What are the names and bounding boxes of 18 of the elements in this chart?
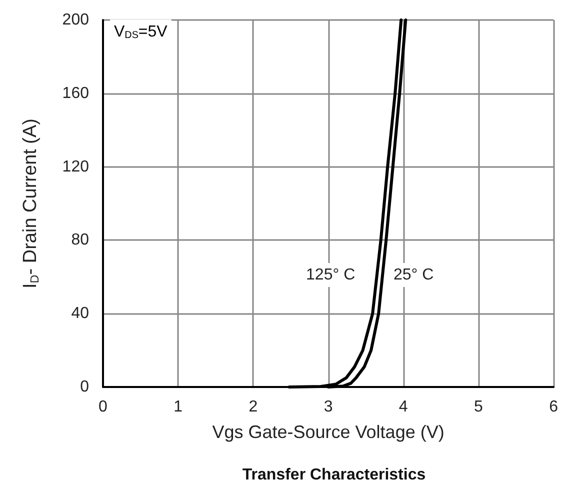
x-tick-label: 4 bbox=[398, 398, 408, 416]
y-tick-label: 40 bbox=[71, 305, 90, 322]
y-tick-label: 160 bbox=[62, 84, 90, 102]
y-tick-label: 80 bbox=[71, 232, 90, 249]
x-axis-title: Vgs Gate-Source Voltage (V) bbox=[212, 422, 444, 442]
x-tick-label: 0 bbox=[98, 398, 108, 416]
x-tick-label: 3 bbox=[324, 398, 333, 416]
x-tick-label: 6 bbox=[549, 398, 558, 416]
x-tick-label: 1 bbox=[174, 398, 183, 416]
series-label: 125° C bbox=[306, 266, 356, 284]
x-tick-label: 5 bbox=[474, 398, 484, 416]
y-tick-label: 0 bbox=[80, 378, 90, 396]
x-tick-label: 2 bbox=[248, 398, 258, 416]
y-tick-label: 120 bbox=[62, 158, 90, 176]
text: Transfer Characteristics bbox=[242, 466, 426, 484]
y-axis-title: ID- Drain Current (A) bbox=[20, 118, 42, 289]
series-label: 25° C bbox=[393, 266, 434, 284]
y-tick-label: 200 bbox=[62, 12, 90, 28]
